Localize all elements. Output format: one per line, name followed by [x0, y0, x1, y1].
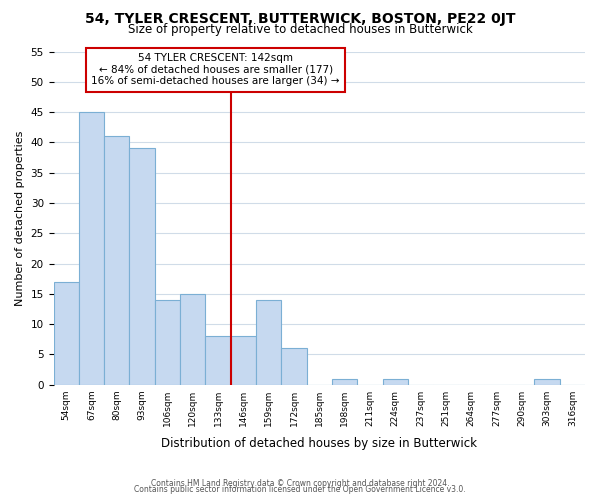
Text: 54, TYLER CRESCENT, BUTTERWICK, BOSTON, PE22 0JT: 54, TYLER CRESCENT, BUTTERWICK, BOSTON, …: [85, 12, 515, 26]
Bar: [53, 282, 79, 385]
Bar: [332, 378, 357, 384]
Bar: [230, 336, 256, 384]
Bar: [383, 378, 408, 384]
Text: 54 TYLER CRESCENT: 142sqm
← 84% of detached houses are smaller (177)
16% of semi: 54 TYLER CRESCENT: 142sqm ← 84% of detac…: [91, 53, 340, 86]
Y-axis label: Number of detached properties: Number of detached properties: [15, 130, 25, 306]
Text: Contains public sector information licensed under the Open Government Licence v3: Contains public sector information licen…: [134, 485, 466, 494]
Text: Contains HM Land Registry data © Crown copyright and database right 2024.: Contains HM Land Registry data © Crown c…: [151, 478, 449, 488]
X-axis label: Distribution of detached houses by size in Butterwick: Distribution of detached houses by size …: [161, 437, 477, 450]
Bar: [256, 300, 281, 384]
Bar: [155, 300, 180, 384]
Bar: [281, 348, 307, 384]
Bar: [180, 294, 205, 384]
Bar: [104, 136, 130, 384]
Bar: [130, 148, 155, 384]
Text: Size of property relative to detached houses in Butterwick: Size of property relative to detached ho…: [128, 22, 472, 36]
Bar: [205, 336, 230, 384]
Bar: [79, 112, 104, 384]
Bar: [535, 378, 560, 384]
